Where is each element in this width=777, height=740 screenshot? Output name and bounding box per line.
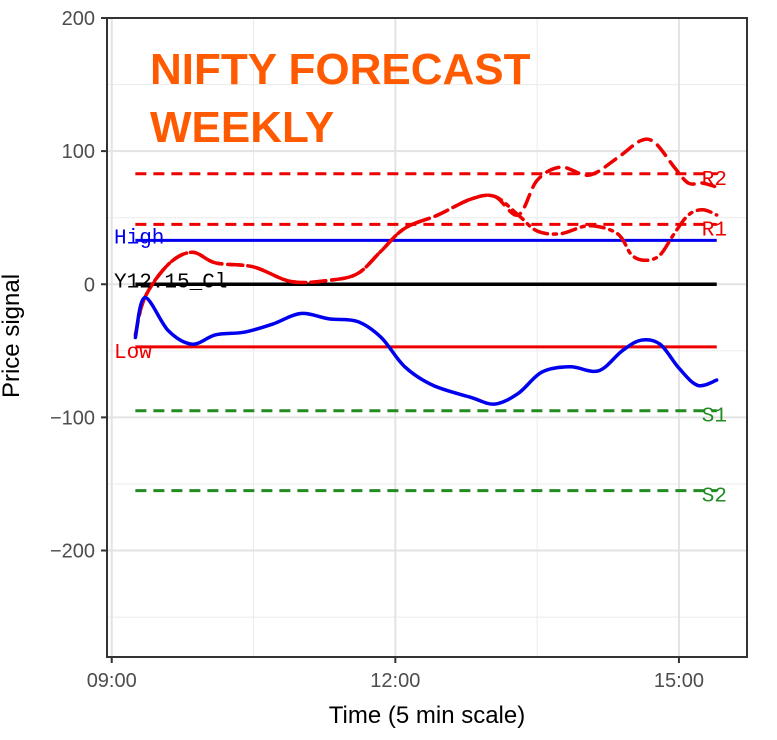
chart-title-line-2: WEEKLY: [150, 103, 334, 152]
level-label-r2: R2: [702, 169, 727, 192]
level-labels-layer: High Low Y12.15_Cl R2 R1 S1 S2: [114, 169, 727, 509]
chart-title-line-1: NIFTY FORECAST: [150, 45, 531, 94]
x-axis-title: Time (5 min scale): [329, 702, 525, 729]
series-line-2: [133, 193, 719, 337]
y-tick-label: 0: [84, 274, 95, 296]
x-tick-label: 09:00: [87, 670, 137, 692]
y-tick-label: −200: [50, 541, 95, 563]
series-line-3: [133, 295, 719, 406]
x-tick-label: 12:00: [370, 670, 420, 692]
level-label-y12-15-cl: Y12.15_Cl: [114, 271, 227, 294]
ticks-layer: 200 100 0 −100 −200 09:00 12:00 15:00: [50, 8, 704, 692]
y-axis-title: Price signal: [0, 274, 25, 398]
y-tick-label: 200: [62, 8, 95, 30]
levels-layer: [135, 172, 717, 493]
plot-panel-border: [106, 17, 748, 658]
level-label-low: Low: [114, 342, 152, 365]
y-tick-label: 100: [62, 141, 95, 163]
y-tick-label: −100: [50, 407, 95, 429]
level-label-r1: R1: [702, 219, 727, 242]
level-label-s1: S1: [702, 406, 727, 429]
series-line-1: [133, 137, 719, 337]
series-layer: [133, 137, 719, 406]
level-label-high: High: [114, 227, 164, 250]
x-tick-label: 15:00: [654, 670, 704, 692]
level-label-s2: S2: [702, 486, 727, 509]
